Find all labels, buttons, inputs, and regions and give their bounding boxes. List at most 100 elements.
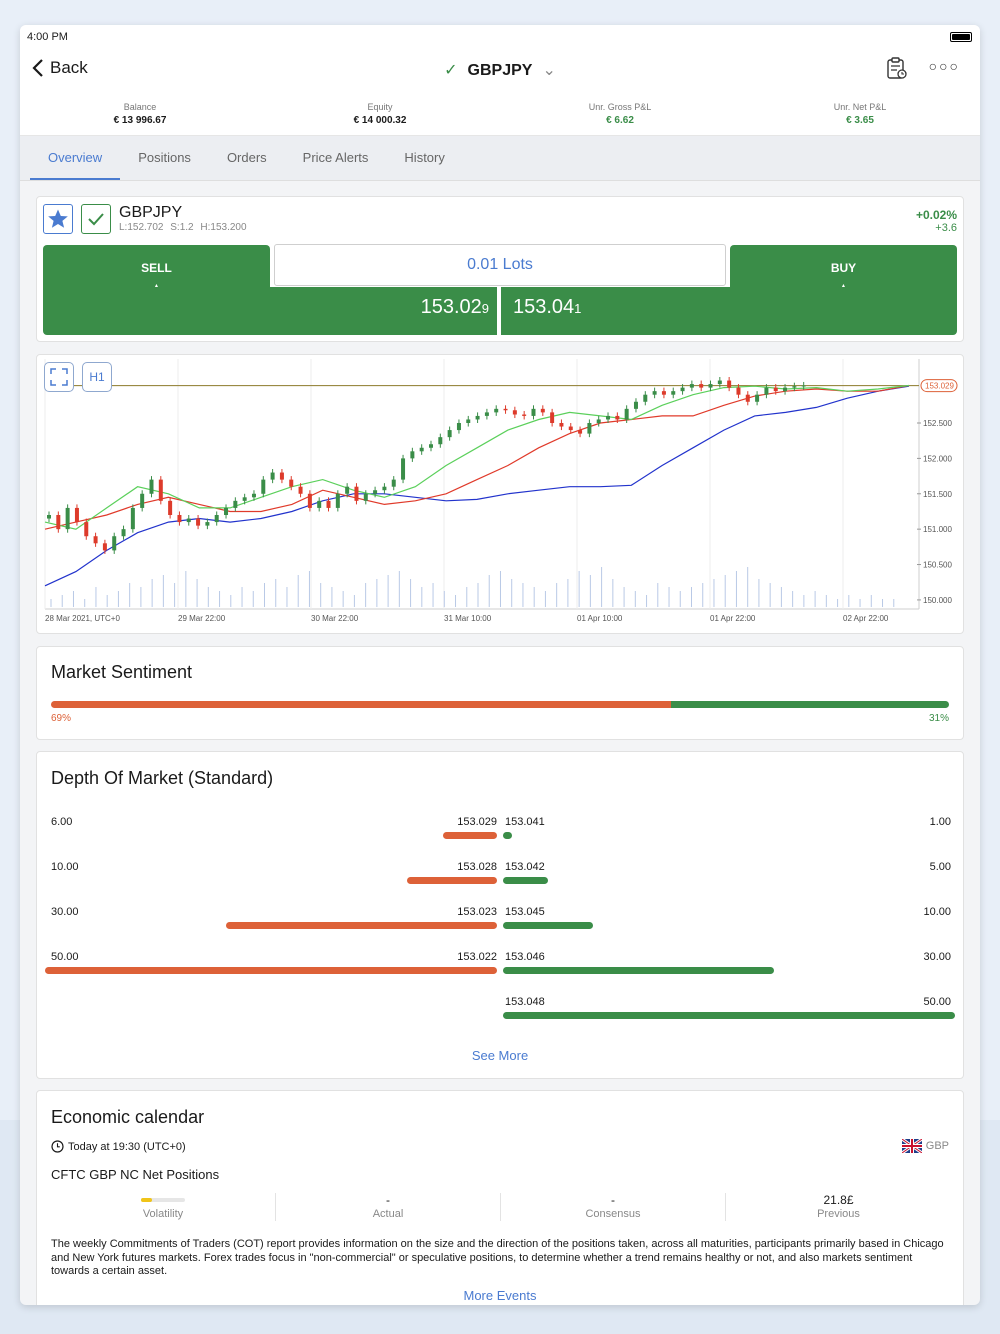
candle-body	[130, 507, 135, 530]
candle-body	[531, 408, 536, 416]
actual-col: - Actual	[276, 1193, 501, 1221]
candle-body	[438, 437, 443, 445]
balance-label: Balance	[123, 102, 157, 112]
candle-body	[363, 493, 368, 501]
sell-button[interactable]: SELL ▲	[43, 245, 270, 294]
ask-volume: 50.00	[923, 996, 951, 1008]
candle-body	[410, 451, 415, 459]
candle-body	[624, 408, 629, 420]
sentiment-title: Market Sentiment	[51, 662, 193, 682]
tab-positions[interactable]: Positions	[138, 150, 191, 165]
tab-orders[interactable]: Orders	[226, 150, 267, 165]
buy-price-sub: 1	[574, 301, 582, 316]
x-tick-label: 01 Apr 10:00	[577, 614, 623, 623]
volatility-label: Volatility	[142, 1208, 184, 1220]
bid-price: 153.029	[457, 816, 497, 828]
buy-price[interactable]: 153.041	[501, 287, 957, 335]
candle-body	[382, 486, 387, 491]
candle-body	[242, 497, 247, 501]
sentiment-sell-label: 69%	[51, 713, 72, 724]
x-tick-label: 31 Mar 10:00	[444, 614, 492, 623]
tab-history[interactable]: History	[404, 150, 445, 165]
candle-body	[661, 391, 666, 395]
battery-icon	[950, 32, 972, 42]
nav-symbol: GBPJPY	[467, 62, 533, 79]
candle-body	[429, 444, 433, 448]
event-description: The weekly Commitments of Traders (COT) …	[51, 1238, 944, 1277]
moving-average-red	[44, 384, 910, 530]
bid-depth-bar	[225, 922, 497, 929]
tab-overview[interactable]: Overview	[30, 136, 121, 180]
candle-body	[587, 423, 592, 434]
clipboard-icon[interactable]	[886, 56, 908, 80]
candle-body	[540, 408, 545, 413]
volatility-col: Volatility	[51, 1193, 276, 1221]
consensus-value: -	[611, 1193, 615, 1207]
candle-body	[606, 415, 611, 420]
balance-value: € 13 996.67	[113, 115, 167, 126]
timeframe-button[interactable]: H1	[82, 362, 112, 392]
ask-price: 153.041	[505, 816, 545, 828]
actual-value: -	[386, 1193, 390, 1207]
candle-body	[205, 522, 210, 526]
price-chart[interactable]: 152.500 152.000 151.500 151.000 150.500 150.0…	[37, 355, 963, 633]
depth-row: 30.00 153.023 153.045 10.00	[37, 906, 965, 946]
candle-body	[186, 518, 191, 523]
candle-body	[270, 472, 275, 480]
back-label: Back	[50, 58, 88, 77]
chevron-down-icon: ⌄	[542, 62, 556, 79]
actual-label: Actual	[372, 1208, 404, 1220]
check-square-icon[interactable]	[81, 204, 111, 234]
candle-body	[401, 458, 406, 480]
sentiment-bar	[51, 701, 949, 708]
lots-input[interactable]: 0.01 Lots	[274, 244, 726, 286]
uk-flag-icon	[901, 1139, 922, 1153]
bid-price: 153.022	[457, 951, 497, 963]
sell-price[interactable]: 153.029	[43, 287, 497, 335]
change-percent: +0.02%	[915, 208, 957, 222]
gross-pnl-label: Unr. Gross P&L	[588, 102, 652, 112]
y-tick-label: 151.000	[923, 525, 952, 534]
candle-body	[717, 380, 722, 385]
ask-volume: 10.00	[923, 906, 951, 918]
gross-pnl-stat: Unr. Gross P&L € 6.62	[500, 95, 740, 135]
candle-body	[224, 507, 229, 515]
candle-body	[578, 430, 583, 434]
fullscreen-icon[interactable]	[44, 362, 74, 392]
tab-price-alerts[interactable]: Price Alerts	[302, 150, 369, 165]
ask-volume: 5.00	[929, 861, 951, 873]
candle-body	[699, 384, 704, 388]
last-price-tag-label: 153.029	[925, 382, 954, 391]
favorite-star-icon[interactable]	[43, 204, 73, 234]
candle-body	[84, 522, 89, 537]
candle-body	[727, 380, 732, 388]
candle-body	[559, 423, 564, 427]
candle-body	[633, 401, 638, 409]
candle-body	[773, 387, 778, 392]
see-more-link[interactable]: See More	[471, 1048, 529, 1063]
chevron-left-icon	[32, 59, 43, 77]
candle-body	[466, 419, 471, 423]
candle-body	[251, 493, 256, 498]
more-options-icon[interactable]: ○○○	[928, 58, 960, 74]
candle-body	[689, 384, 694, 388]
sell-price-main: 153.02	[420, 296, 482, 318]
x-tick-label: 28 Mar 2021, UTC+0	[45, 614, 120, 623]
bid-volume: 6.00	[51, 816, 73, 828]
y-tick-label: 150.000	[923, 596, 952, 605]
candle-body	[755, 394, 760, 402]
symbol-selector[interactable]: ✓ GBPJPY ⌄	[20, 60, 980, 80]
candle-body	[326, 500, 331, 508]
buy-button[interactable]: BUY ▲	[730, 245, 957, 294]
more-events-link[interactable]: More Events	[463, 1288, 537, 1303]
previous-col: 21.8£ Previous	[726, 1193, 951, 1221]
bid-volume: 50.00	[51, 951, 79, 963]
buy-price-main: 153.04	[513, 296, 575, 318]
candle-body	[177, 515, 182, 523]
back-button[interactable]: Back	[32, 58, 88, 78]
candle-body	[65, 507, 70, 530]
lots-value: 0.01	[467, 256, 499, 273]
candle-body	[550, 412, 555, 423]
ask-depth-bar	[503, 832, 513, 839]
instrument-change: +0.02% +3.6	[916, 209, 957, 235]
